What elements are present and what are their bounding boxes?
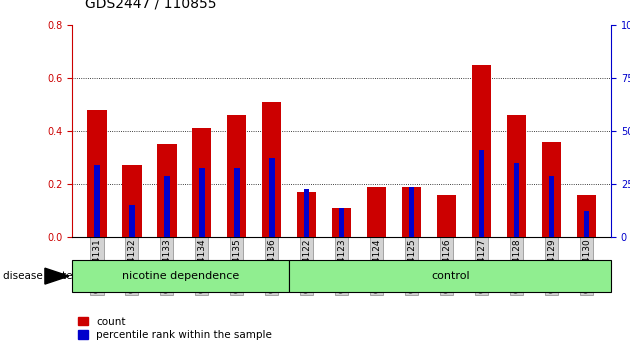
- Bar: [129, 205, 135, 237]
- Bar: [577, 195, 596, 237]
- Bar: [507, 115, 526, 237]
- Bar: [472, 64, 491, 237]
- Bar: [479, 149, 484, 237]
- Bar: [409, 187, 415, 237]
- Bar: [88, 110, 106, 237]
- Text: disease state: disease state: [3, 271, 72, 281]
- Text: GDS2447 / 110855: GDS2447 / 110855: [85, 0, 217, 11]
- Bar: [542, 142, 561, 237]
- Bar: [94, 166, 100, 237]
- Bar: [227, 115, 246, 237]
- Bar: [158, 144, 176, 237]
- Bar: [192, 128, 212, 237]
- Bar: [367, 187, 386, 237]
- Polygon shape: [45, 268, 69, 284]
- Bar: [234, 168, 239, 237]
- Bar: [339, 208, 345, 237]
- Text: nicotine dependence: nicotine dependence: [122, 271, 239, 281]
- Bar: [584, 211, 589, 237]
- Bar: [164, 176, 169, 237]
- Bar: [304, 189, 309, 237]
- Bar: [297, 192, 316, 237]
- Bar: [72, 260, 289, 292]
- Bar: [549, 176, 554, 237]
- Bar: [122, 166, 142, 237]
- Bar: [402, 187, 421, 237]
- Bar: [514, 163, 519, 237]
- Bar: [269, 158, 275, 237]
- Bar: [437, 195, 456, 237]
- Bar: [262, 102, 282, 237]
- Text: control: control: [431, 271, 469, 281]
- Bar: [199, 168, 205, 237]
- Bar: [289, 260, 611, 292]
- Bar: [332, 208, 352, 237]
- Legend: count, percentile rank within the sample: count, percentile rank within the sample: [77, 317, 272, 340]
